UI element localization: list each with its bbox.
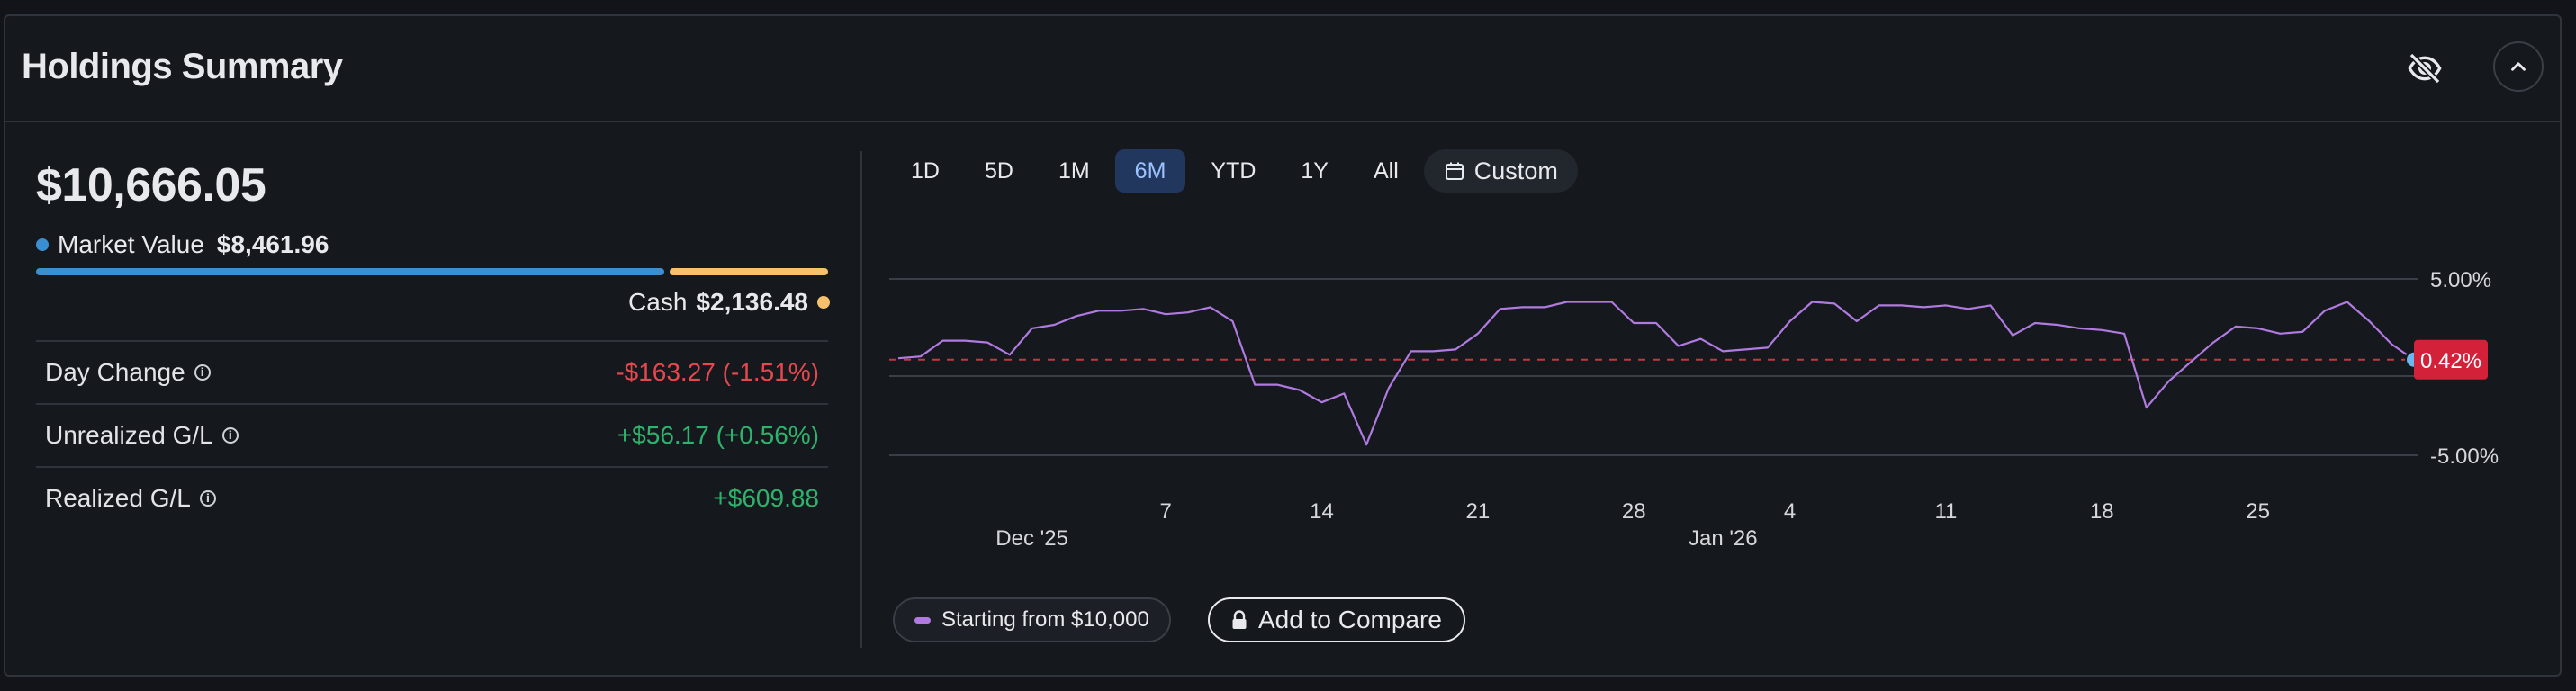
info-icon[interactable]: i bbox=[221, 427, 239, 444]
market-value-row: Market Value $8,461.96 bbox=[36, 230, 329, 259]
x-tick-label: 14 bbox=[1310, 499, 1334, 524]
x-tick-label: 21 bbox=[1466, 499, 1491, 524]
x-tick-label: 7 bbox=[1159, 499, 1171, 524]
stat-label: Realized G/L bbox=[45, 484, 191, 512]
y-tick-label: 5.00% bbox=[2430, 268, 2491, 292]
total-value: $10,666.05 bbox=[36, 159, 266, 211]
stat-realized-gl: Realized G/L i +$609.88 bbox=[36, 466, 828, 529]
last-value-badge bbox=[2414, 339, 2488, 380]
market-value-label: Market Value bbox=[58, 230, 204, 258]
range-1y[interactable]: 1Y bbox=[1301, 157, 1329, 184]
market-value-bar bbox=[36, 268, 664, 275]
summary-panel: $10,666.05 Market Value $8,461.96 Cash $… bbox=[5, 122, 851, 662]
info-icon[interactable]: i bbox=[194, 364, 211, 381]
month-label: Dec '25 bbox=[995, 526, 1068, 551]
lock-icon bbox=[1232, 610, 1247, 629]
panel-divider bbox=[860, 151, 862, 648]
series-swatch bbox=[914, 616, 931, 624]
hide-values-button[interactable] bbox=[2400, 43, 2450, 94]
add-to-compare-label: Add to Compare bbox=[1258, 606, 1442, 633]
y-tick-label: -5.00% bbox=[2430, 444, 2499, 469]
x-tick-label: 11 bbox=[1934, 499, 1957, 524]
range-ytd[interactable]: YTD bbox=[1211, 157, 1256, 184]
eye-off-icon bbox=[2408, 52, 2442, 85]
chevron-up-icon bbox=[2511, 62, 2526, 71]
series-line bbox=[897, 301, 2415, 446]
range-1m[interactable]: 1M bbox=[1058, 157, 1090, 184]
range-6m[interactable]: 6M bbox=[1114, 149, 1186, 193]
card-title: Holdings Summary bbox=[22, 47, 343, 86]
cash-bar bbox=[670, 268, 828, 275]
custom-label: Custom bbox=[1473, 157, 1558, 184]
stat-unrealized-gl: Unrealized G/L i +$56.17 (+0.56%) bbox=[36, 403, 828, 466]
calendar-icon bbox=[1445, 162, 1464, 180]
series-legend-label: Starting from $10,000 bbox=[941, 607, 1149, 632]
x-tick-label: 4 bbox=[1784, 499, 1796, 524]
last-point-marker bbox=[2405, 350, 2423, 369]
x-tick-label: 18 bbox=[2090, 499, 2114, 524]
holdings-summary-card: Holdings Summary $10,666.05 Market Value… bbox=[4, 14, 2562, 677]
cash-row: Cash $2,136.48 bbox=[628, 288, 830, 317]
series-legend[interactable]: Starting from $10,000 bbox=[893, 597, 1171, 642]
stat-value: +$56.17 (+0.56%) bbox=[617, 421, 819, 449]
range-selector: 1D 5D 1M 6M YTD 1Y All Custom bbox=[891, 149, 1578, 193]
x-tick-label: 25 bbox=[2246, 499, 2270, 524]
stat-day-change: Day Change i -$163.27 (-1.51%) bbox=[36, 340, 828, 403]
x-tick-label: 28 bbox=[1622, 499, 1646, 524]
info-icon[interactable]: i bbox=[199, 490, 216, 507]
range-custom-button[interactable]: Custom bbox=[1423, 149, 1578, 193]
add-to-compare-button[interactable]: Add to Compare bbox=[1208, 597, 1465, 642]
cash-label: Cash bbox=[628, 288, 688, 316]
range-1d[interactable]: 1D bbox=[911, 157, 940, 184]
stat-label: Day Change bbox=[45, 358, 185, 386]
cash-dot bbox=[817, 296, 830, 309]
stat-label: Unrealized G/L bbox=[45, 421, 213, 449]
stat-value: +$609.88 bbox=[713, 484, 819, 512]
market-value-dot bbox=[36, 238, 49, 251]
market-value: $8,461.96 bbox=[216, 230, 329, 258]
cash-value: $2,136.48 bbox=[696, 288, 808, 316]
stat-value: -$163.27 (-1.51%) bbox=[616, 358, 819, 386]
range-all[interactable]: All bbox=[1374, 157, 1399, 184]
card-header: Holdings Summary bbox=[5, 16, 2560, 122]
collapse-button[interactable] bbox=[2493, 41, 2544, 92]
last-value-label: 0.42% bbox=[2420, 349, 2481, 373]
range-5d[interactable]: 5D bbox=[984, 157, 1013, 184]
month-label: Jan '26 bbox=[1689, 526, 1758, 551]
